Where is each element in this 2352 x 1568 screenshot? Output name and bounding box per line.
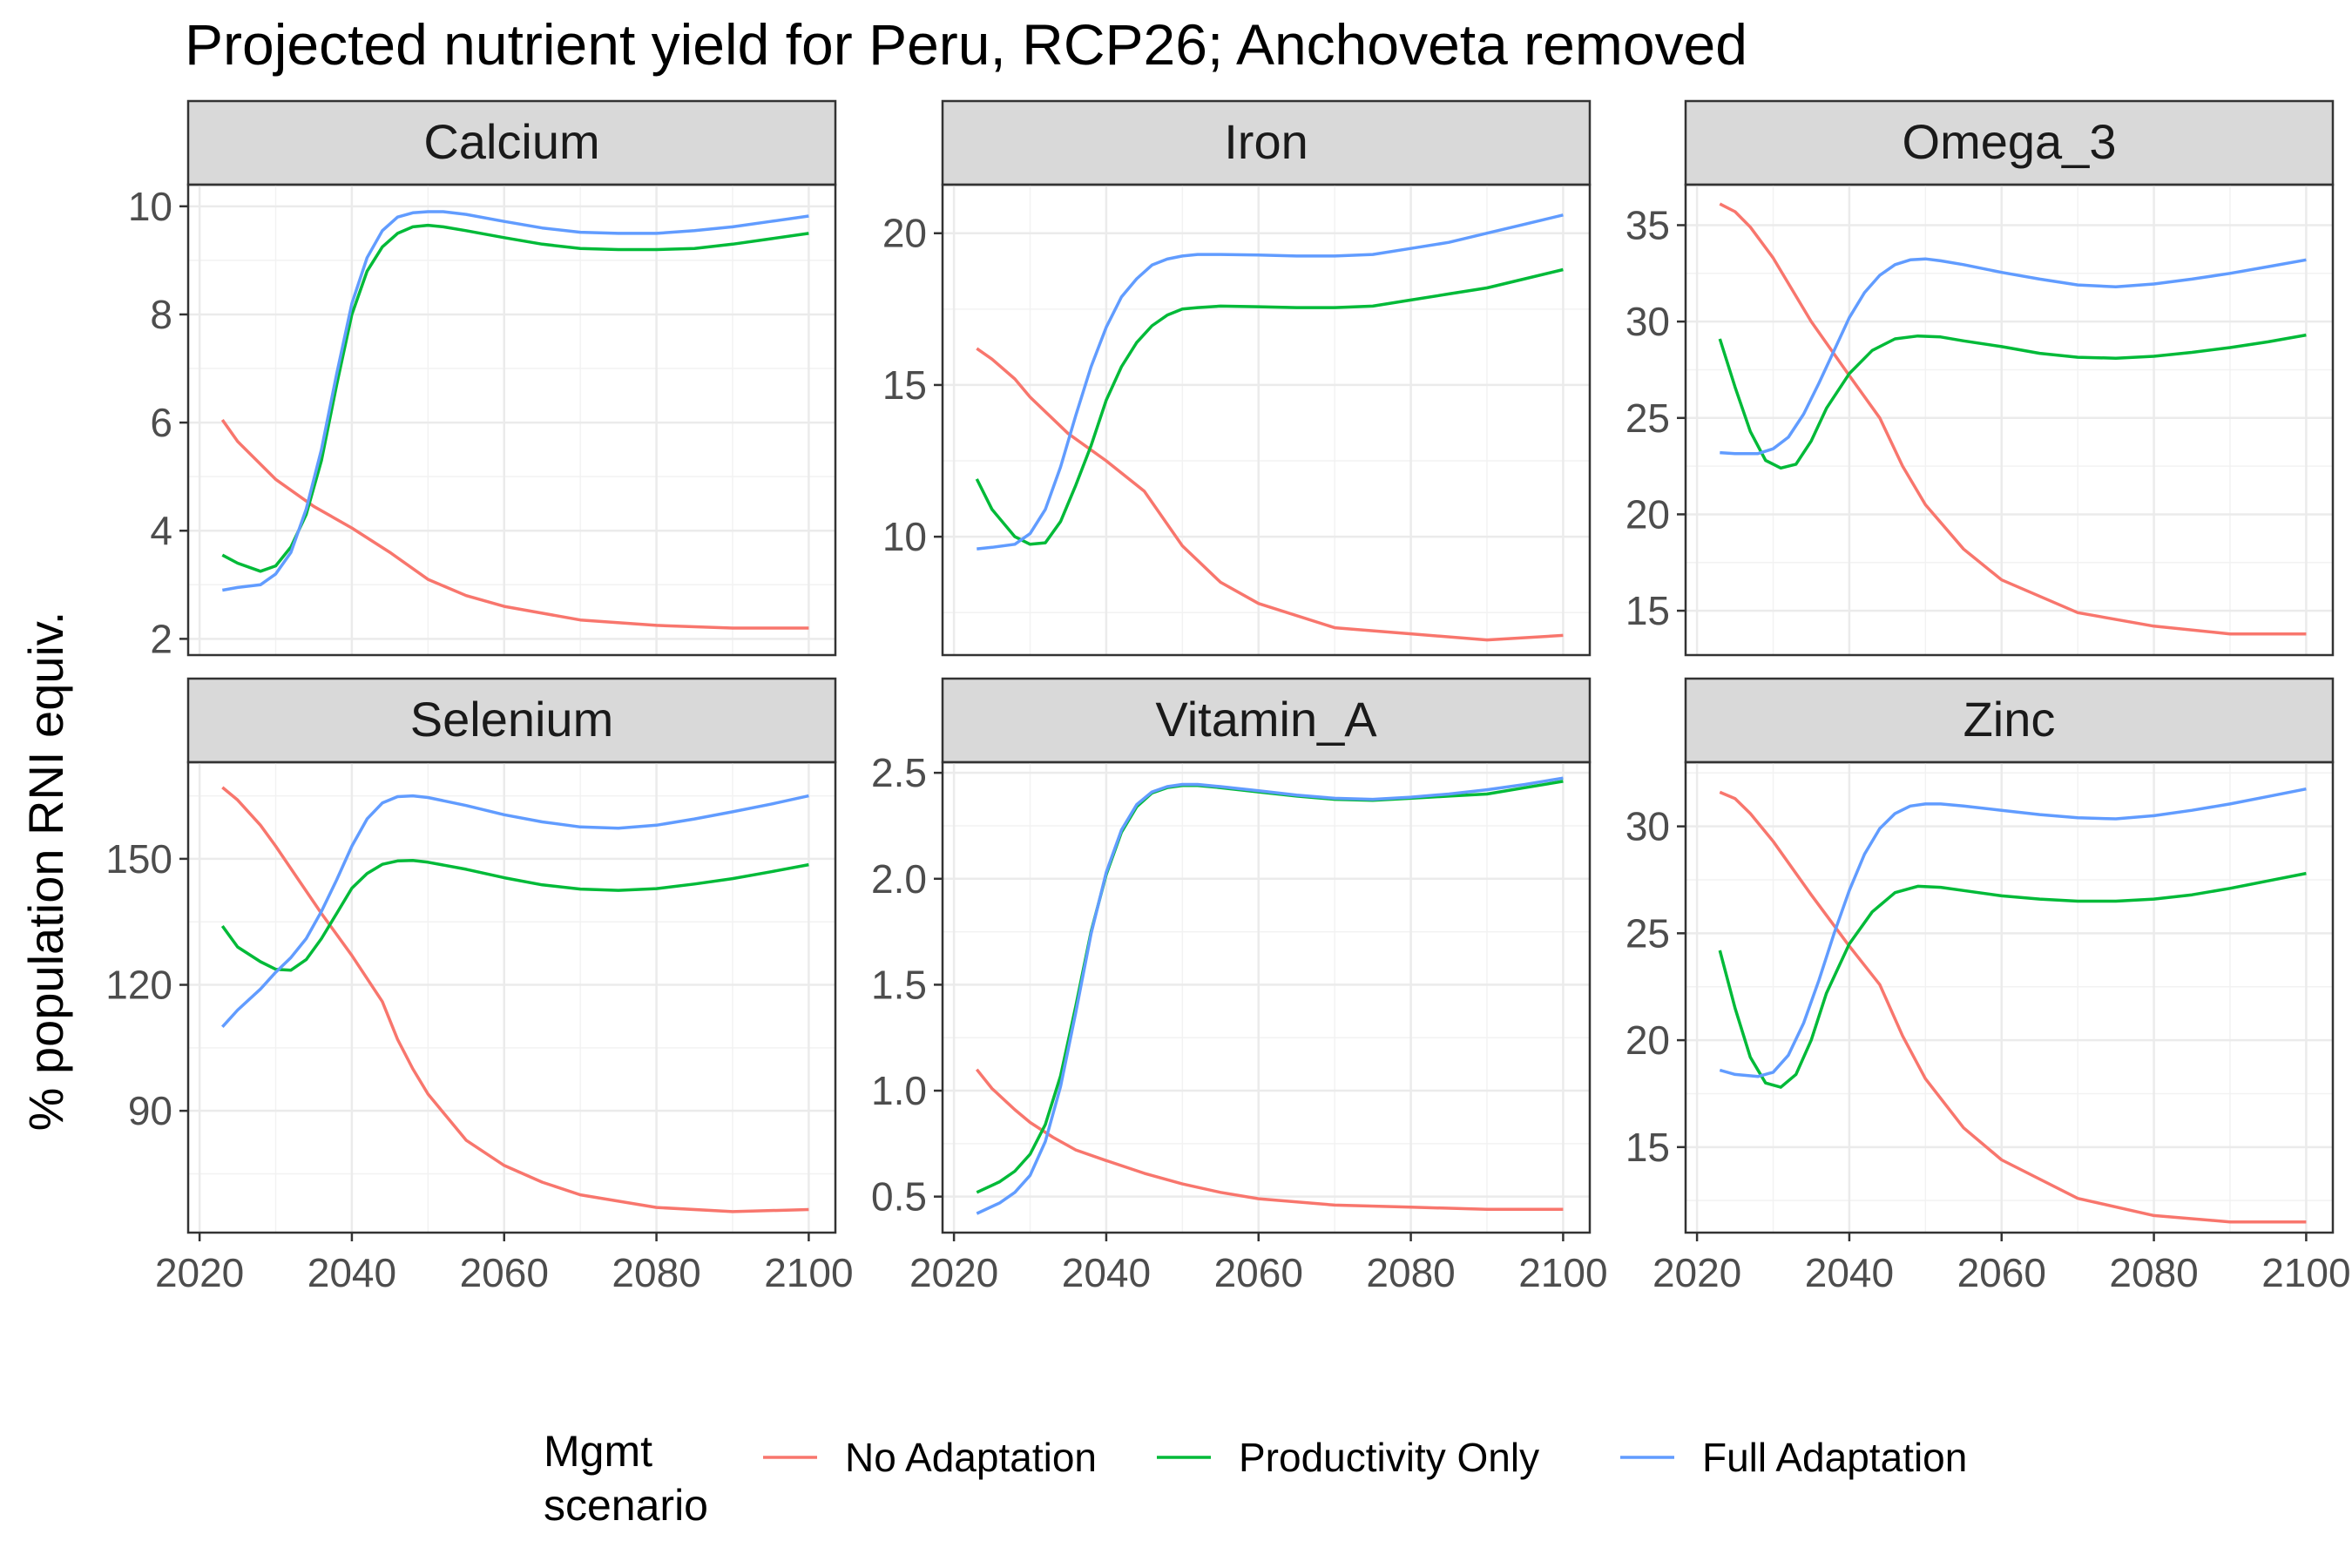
gridlines bbox=[943, 762, 1590, 1233]
panel-border bbox=[941, 760, 1592, 1234]
legend-label: Productivity Only bbox=[1239, 1435, 1539, 1480]
series-line-no-adapt bbox=[220, 418, 809, 630]
series-line-prod-only bbox=[1718, 871, 2307, 1089]
strip-background bbox=[186, 99, 837, 186]
y-axis-label: % population RNI equiv. bbox=[18, 612, 73, 1132]
legend-entries: No Adaptation Productivity Only Full Adapt… bbox=[763, 1435, 1967, 1480]
y-tick-label: 0.5 bbox=[871, 1174, 927, 1220]
series-line-prod-only bbox=[221, 223, 809, 573]
panel-border bbox=[186, 183, 837, 657]
y-tick-label: 90 bbox=[128, 1088, 172, 1133]
series-line-no-adapt bbox=[975, 1068, 1564, 1211]
strip-label: Calcium bbox=[423, 114, 599, 169]
x-tick-label: 2100 bbox=[1518, 1250, 1607, 1295]
y-tick-label: 4 bbox=[150, 508, 172, 553]
series-line-no-adapt bbox=[1719, 202, 2307, 636]
strip-label: Iron bbox=[1224, 114, 1308, 169]
y-tick-label: 15 bbox=[882, 362, 927, 408]
panel-omega_3: Omega_3 15 20 25 30 35 bbox=[1625, 99, 2335, 657]
legend-title-line-2: scenario bbox=[544, 1481, 708, 1530]
series-line-full-adapt bbox=[976, 776, 1564, 1215]
y-tick-label: 10 bbox=[882, 514, 927, 559]
y-tick-label: 2.0 bbox=[871, 856, 927, 902]
x-tick-label: 2060 bbox=[1214, 1250, 1303, 1295]
series-line-no-adapt bbox=[1719, 790, 2307, 1224]
y-tick-label: 10 bbox=[128, 184, 172, 229]
y-tick-label: 120 bbox=[105, 963, 172, 1008]
strip-background bbox=[1684, 99, 2335, 186]
x-tick-label: 2040 bbox=[308, 1250, 396, 1295]
facet-panels: Calcium 2 4 6 8 10 Iron 10 15 20 Omega_3 15 20 25 30 35… bbox=[105, 99, 2351, 1295]
legend-label: Full Adaptation bbox=[1702, 1435, 1967, 1480]
gridlines bbox=[1686, 762, 2333, 1233]
y-tick-label: 25 bbox=[1625, 910, 1670, 956]
strip-label: Zinc bbox=[1963, 692, 2056, 747]
y-tick-label: 2.5 bbox=[871, 750, 927, 795]
panel-border bbox=[1684, 760, 2335, 1234]
gridlines bbox=[188, 185, 835, 655]
panel-zinc: Zinc 15 20 25 30 2020 2040 2060 2080 2100 bbox=[1625, 677, 2351, 1295]
x-tick-label: 2100 bbox=[2261, 1250, 2350, 1295]
y-tick-label: 30 bbox=[1625, 299, 1670, 344]
series-line-full-adapt bbox=[221, 794, 809, 1028]
x-tick-label: 2040 bbox=[1062, 1250, 1151, 1295]
panel-iron: Iron 10 15 20 bbox=[882, 99, 1592, 657]
strip-background bbox=[941, 677, 1592, 764]
x-tick-label: 2060 bbox=[1957, 1250, 2046, 1295]
series-line-prod-only bbox=[975, 267, 1564, 546]
y-tick-label: 25 bbox=[1625, 395, 1670, 441]
legend-title-line-1: Mgmt bbox=[544, 1427, 652, 1476]
panel-border bbox=[186, 760, 837, 1234]
y-tick-label: 1.5 bbox=[871, 962, 927, 1007]
legend-entry-full-adapt: Full Adaptation bbox=[1620, 1435, 1967, 1480]
x-tick-label: 2020 bbox=[1652, 1250, 1741, 1295]
series-line-prod-only bbox=[976, 780, 1564, 1194]
legend-entry-no-adapt: No Adaptation bbox=[763, 1435, 1097, 1480]
panel-border bbox=[941, 183, 1592, 657]
y-tick-label: 35 bbox=[1625, 202, 1670, 247]
panel-calcium: Calcium 2 4 6 8 10 bbox=[128, 99, 837, 661]
series-line-full-adapt bbox=[1719, 787, 2307, 1078]
legend-label: No Adaptation bbox=[845, 1435, 1097, 1480]
series-line-no-adapt bbox=[976, 347, 1564, 642]
y-tick-label: 15 bbox=[1625, 588, 1670, 633]
x-tick-label: 2020 bbox=[909, 1250, 998, 1295]
legend: Mgmt scenario No Adaptation Productivity … bbox=[544, 1427, 1967, 1530]
y-tick-label: 2 bbox=[150, 616, 172, 661]
y-tick-label: 20 bbox=[1625, 1017, 1670, 1063]
strip-label: Selenium bbox=[410, 692, 613, 747]
x-tick-label: 2080 bbox=[1366, 1250, 1455, 1295]
series-line-no-adapt bbox=[221, 786, 809, 1213]
y-tick-label: 20 bbox=[1625, 491, 1670, 537]
y-tick-label: 30 bbox=[1625, 804, 1670, 849]
x-tick-label: 2020 bbox=[155, 1250, 244, 1295]
y-tick-label: 6 bbox=[150, 400, 172, 445]
panel-selenium: Selenium 90 120 150 2020 2040 2060 2080 2100 bbox=[105, 677, 854, 1295]
panel-vitamin_a: Vitamin_A 0.5 1.0 1.5 2.0 2.5 2020 2040 2060 2080… bbox=[871, 677, 1608, 1295]
gridlines bbox=[188, 762, 835, 1233]
y-tick-label: 1.0 bbox=[871, 1068, 927, 1113]
legend-entry-prod-only: Productivity Only bbox=[1157, 1435, 1539, 1480]
panel-border bbox=[1684, 183, 2335, 657]
x-tick-label: 2080 bbox=[2109, 1250, 2198, 1295]
series-line-prod-only bbox=[1718, 333, 2307, 470]
y-tick-label: 20 bbox=[882, 211, 927, 256]
strip-label: Omega_3 bbox=[1903, 114, 2117, 169]
series-line-prod-only bbox=[220, 859, 809, 972]
series-line-full-adapt bbox=[1720, 257, 2307, 456]
x-tick-label: 2100 bbox=[764, 1250, 853, 1295]
chart-title: Projected nutrient yield for Peru, RCP26… bbox=[185, 12, 1747, 77]
strip-background bbox=[941, 99, 1592, 186]
y-tick-label: 150 bbox=[105, 836, 172, 882]
series-line-full-adapt bbox=[221, 210, 809, 592]
x-tick-label: 2040 bbox=[1805, 1250, 1894, 1295]
strip-label: Vitamin_A bbox=[1155, 692, 1377, 747]
y-tick-label: 8 bbox=[150, 292, 172, 337]
y-tick-label: 15 bbox=[1625, 1125, 1670, 1170]
x-tick-label: 2080 bbox=[612, 1250, 700, 1295]
x-tick-label: 2060 bbox=[460, 1250, 549, 1295]
strip-background bbox=[186, 677, 837, 764]
series-line-full-adapt bbox=[977, 213, 1564, 551]
